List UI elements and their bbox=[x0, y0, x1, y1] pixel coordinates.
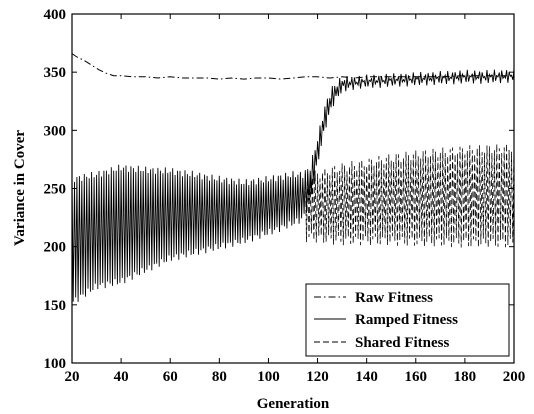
x-tick-label: 140 bbox=[355, 369, 378, 385]
x-tick-label: 40 bbox=[114, 369, 129, 385]
legend-box bbox=[305, 283, 510, 357]
y-tick-label: 150 bbox=[44, 298, 67, 314]
y-tick-label: 350 bbox=[44, 65, 67, 81]
x-tick-label: 120 bbox=[306, 369, 329, 385]
legend: Raw Fitness Ramped Fitness Shared Fitnes… bbox=[305, 283, 510, 357]
y-axis-title: Variance in Cover bbox=[12, 130, 28, 246]
series-line-raw-fitness bbox=[71, 53, 514, 80]
series-line-shared-fitness bbox=[304, 143, 515, 248]
series-line-ramped-fitness bbox=[71, 68, 515, 302]
x-tick-label: 100 bbox=[257, 369, 280, 385]
x-tick-label: 160 bbox=[405, 369, 428, 385]
legend-label-ramped-fitness: Ramped Fitness bbox=[355, 312, 458, 328]
x-tick-label: 80 bbox=[212, 369, 227, 385]
x-tick-label: 180 bbox=[454, 369, 477, 385]
y-axis-ticks: 100 150 200 250 300 350 400 bbox=[44, 7, 514, 372]
y-tick-label: 250 bbox=[44, 182, 67, 198]
x-tick-label: 60 bbox=[163, 369, 178, 385]
x-tick-label: 20 bbox=[65, 369, 80, 385]
y-tick-label: 100 bbox=[44, 356, 67, 372]
legend-label-shared-fitness: Shared Fitness bbox=[355, 335, 449, 351]
x-axis-ticks: 20 40 60 80 100 120 140 160 180 200 bbox=[65, 14, 526, 385]
series-layer bbox=[71, 53, 515, 302]
x-axis-title: Generation bbox=[257, 396, 330, 412]
y-tick-label: 400 bbox=[44, 7, 67, 23]
x-tick-label: 200 bbox=[503, 369, 526, 385]
y-tick-label: 200 bbox=[44, 240, 67, 256]
legend-label-raw-fitness: Raw Fitness bbox=[355, 290, 433, 306]
y-tick-label: 300 bbox=[44, 123, 67, 139]
